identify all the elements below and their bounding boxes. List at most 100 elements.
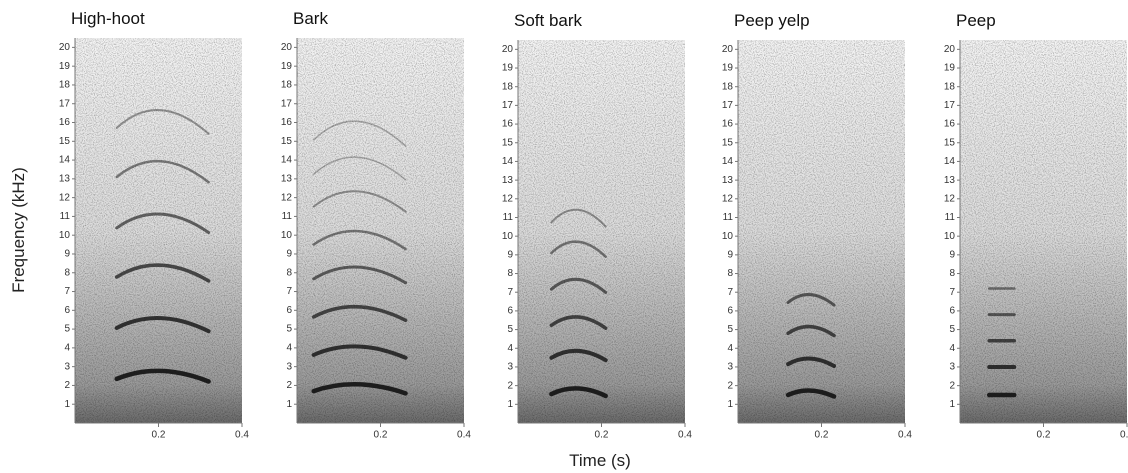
y-tick-label: 5 [727, 324, 733, 335]
y-tick-label: 10 [281, 230, 293, 241]
y-tick-label: 6 [507, 306, 513, 317]
harmonic-trace [786, 324, 836, 338]
y-tick-label: 5 [64, 324, 70, 335]
y-tick-label: 19 [281, 61, 293, 72]
y-tick-label: 9 [286, 249, 292, 260]
spectrogram-panel [515, 40, 686, 427]
y-tick-label: 3 [727, 362, 733, 373]
y-tick-label: 6 [286, 305, 292, 316]
harmonic-trace [115, 159, 210, 184]
harmonic-trace [311, 382, 408, 396]
y-tick-label: 1 [727, 399, 733, 410]
harmonic-trace [311, 304, 408, 323]
y-tick-label: 9 [949, 249, 955, 260]
y-tick-label: 16 [722, 119, 734, 130]
harmonic-trace [785, 388, 837, 399]
y-tick-label: 11 [282, 211, 293, 222]
harmonic-trace [311, 344, 408, 360]
y-tick-label: 16 [944, 119, 956, 130]
y-tick-label: 20 [944, 44, 956, 55]
y-tick-label: 2 [64, 380, 70, 391]
y-tick-label: 15 [281, 136, 293, 147]
y-tick-label: 7 [286, 286, 292, 297]
x-tick-label: 0.2 [152, 430, 166, 441]
y-tick-label: 18 [281, 80, 293, 91]
y-tick-label: 19 [944, 63, 956, 74]
harmonic-trace [115, 263, 211, 283]
y-tick-label: 17 [502, 100, 514, 111]
spectrogram-panel [72, 38, 243, 427]
harmonic-trace [115, 109, 210, 135]
harmonic-trace [549, 386, 608, 399]
y-tick-label: 14 [281, 155, 293, 166]
y-tick-label: 2 [286, 380, 292, 391]
x-tick-label: 0.2 [374, 430, 388, 441]
y-tick-label: 6 [727, 306, 733, 317]
y-tick-label: 19 [722, 63, 734, 74]
y-tick-label: 7 [64, 286, 70, 297]
y-tick-label: 15 [944, 137, 956, 148]
y-tick-label: 20 [281, 42, 293, 53]
y-tick-label: 14 [722, 156, 734, 167]
x-tick-label: 0.4 [898, 430, 912, 441]
harmonic-trace [114, 316, 211, 334]
x-tick-label: 0.4 [457, 430, 471, 441]
y-tick-label: 13 [59, 173, 71, 184]
y-tick-label: 12 [722, 193, 734, 204]
y-tick-label: 4 [507, 343, 513, 354]
y-tick-label: 18 [944, 81, 956, 92]
y-tick-label: 7 [507, 287, 513, 298]
y-tick-label: 4 [64, 343, 70, 354]
panel-title: High-hoot [71, 9, 145, 28]
y-tick-label: 20 [502, 44, 514, 55]
y-tick-label: 12 [281, 192, 293, 203]
y-tick-label: 8 [286, 267, 292, 278]
y-tick-label: 16 [59, 117, 71, 128]
y-tick-label: 1 [286, 399, 292, 410]
y-tick-label: 2 [727, 380, 733, 391]
x-axis-label: Time (s) [569, 451, 631, 470]
harmonic-trace [312, 229, 407, 251]
y-tick-label: 14 [502, 156, 514, 167]
y-axis-label: Frequency (kHz) [9, 167, 28, 293]
y-tick-label: 16 [502, 119, 514, 130]
y-tick-label: 8 [64, 267, 70, 278]
y-tick-label: 10 [944, 231, 956, 242]
spectrogram-noise [738, 40, 905, 423]
spectrogram-panel [957, 40, 1128, 427]
y-tick-label: 10 [502, 231, 514, 242]
y-tick-label: 13 [944, 175, 956, 186]
spectrogram-noise [297, 38, 464, 423]
y-tick-label: 12 [502, 193, 514, 204]
harmonic-trace [114, 368, 211, 384]
y-tick-label: 18 [722, 81, 734, 92]
x-tick-label: 0.4 [235, 430, 249, 441]
y-tick-label: 14 [59, 155, 71, 166]
y-tick-label: 9 [507, 249, 513, 260]
harmonic-trace [312, 156, 407, 181]
y-tick-label: 20 [59, 42, 71, 53]
y-tick-label: 9 [727, 249, 733, 260]
y-tick-label: 11 [503, 212, 514, 223]
y-tick-label: 15 [722, 137, 734, 148]
harmonic-trace [115, 212, 211, 235]
y-tick-label: 6 [949, 306, 955, 317]
y-tick-label: 17 [59, 98, 71, 109]
y-tick-label: 11 [945, 212, 956, 223]
spectrogram-noise [75, 38, 242, 423]
x-tick-label: 0.2 [1037, 430, 1051, 441]
y-tick-label: 11 [60, 211, 71, 222]
x-tick-label: 0.2 [815, 430, 829, 441]
y-tick-label: 8 [949, 268, 955, 279]
y-tick-label: 15 [59, 136, 71, 147]
x-tick-label: 0.4 [1120, 430, 1128, 441]
y-tick-label: 1 [64, 399, 70, 410]
y-tick-label: 19 [59, 61, 71, 72]
y-tick-label: 17 [944, 100, 956, 111]
spectrogram-noise [960, 40, 1127, 423]
harmonic-trace [549, 348, 608, 363]
harmonic-trace [549, 315, 608, 330]
y-tick-label: 14 [944, 156, 956, 167]
y-tick-label: 13 [502, 175, 514, 186]
